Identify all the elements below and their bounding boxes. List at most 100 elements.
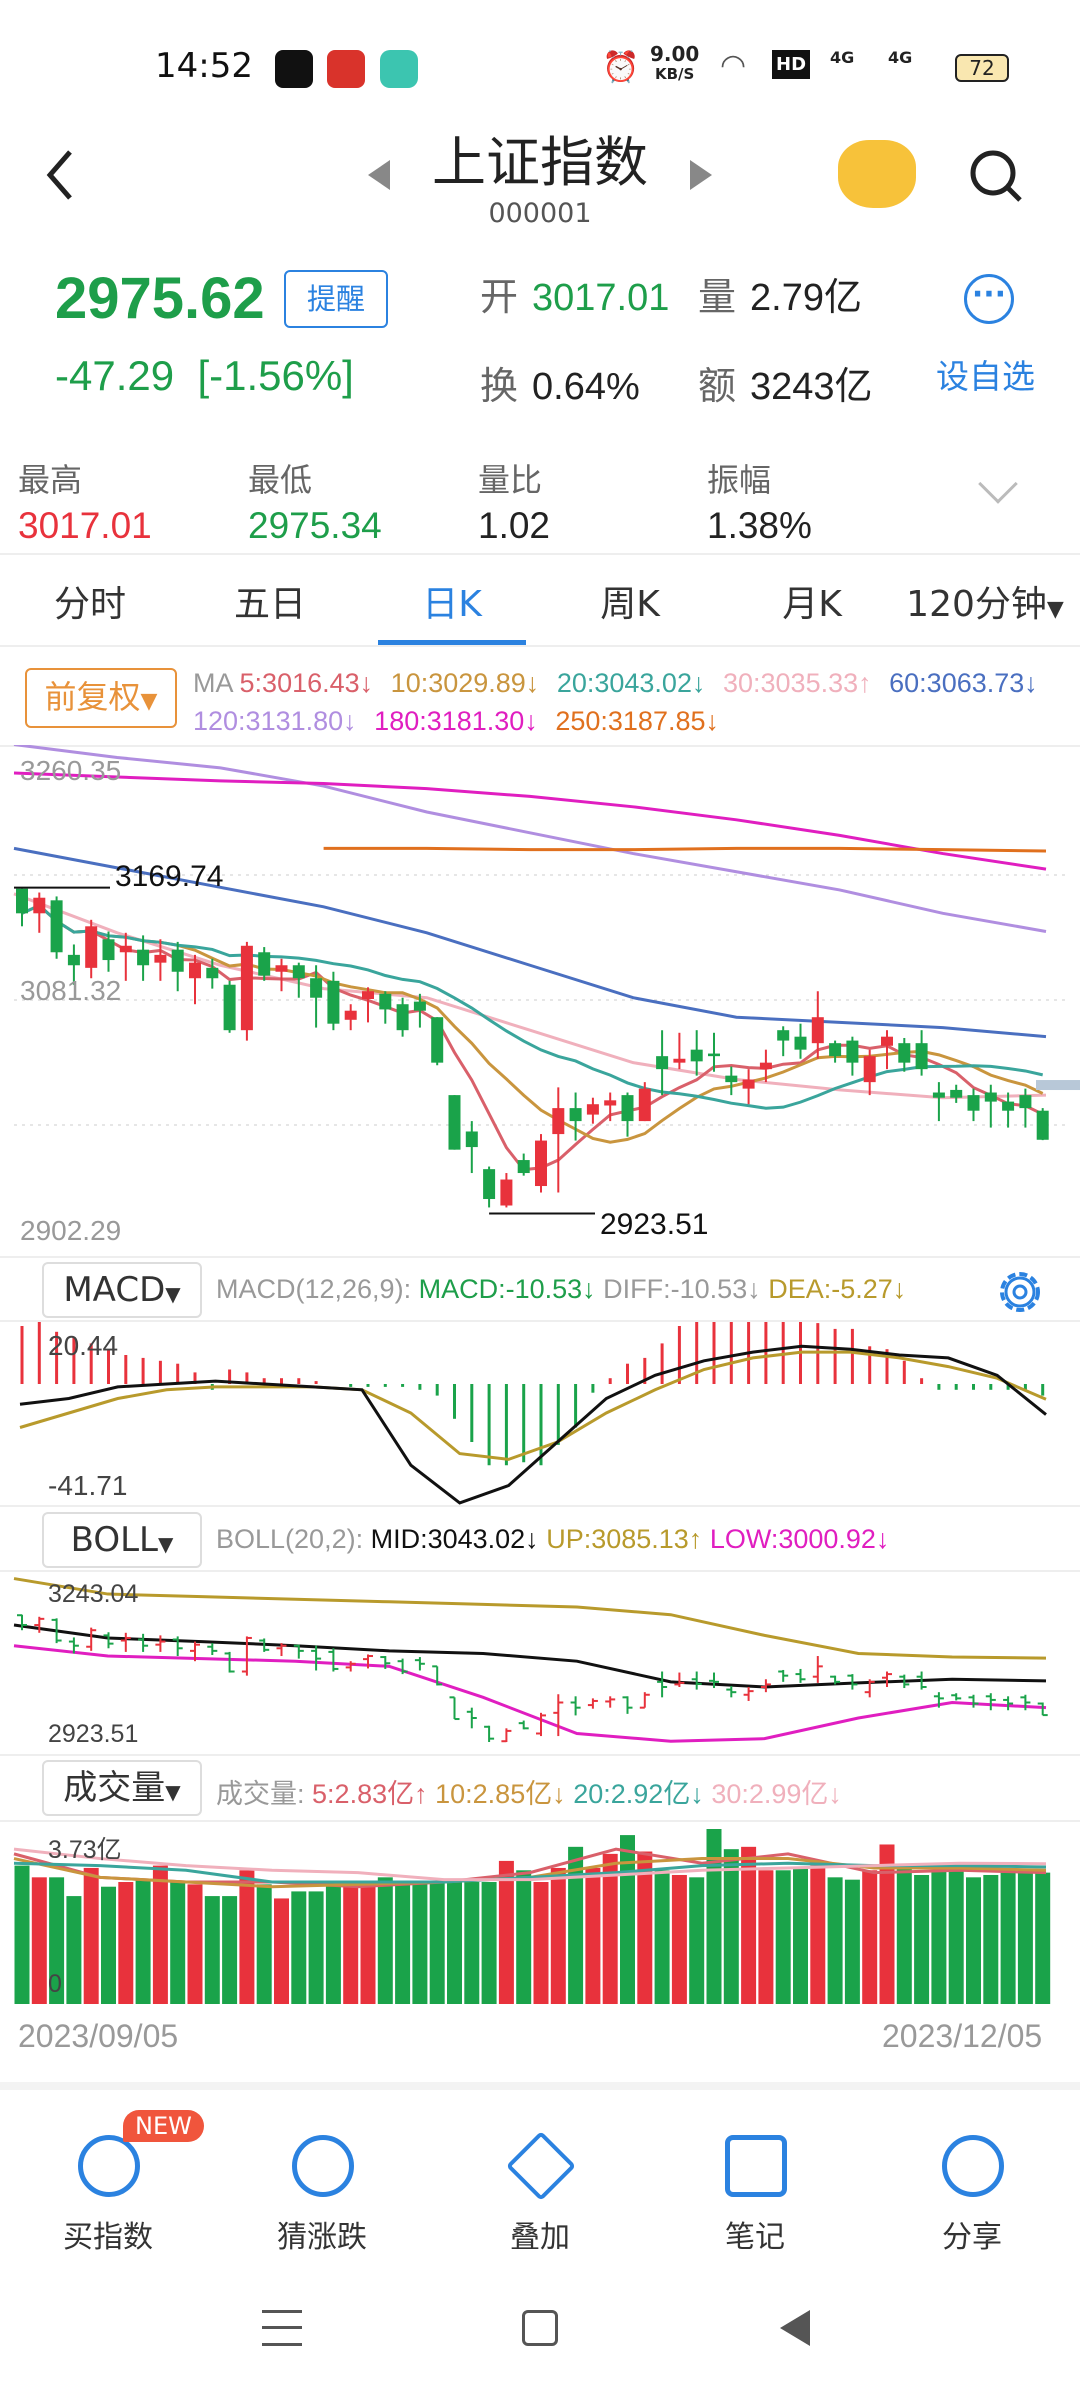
candle-body — [794, 1036, 807, 1050]
nav-item-label[interactable]: 猜涨跌 — [277, 2220, 367, 2255]
volume-chart[interactable] — [0, 1822, 1080, 2007]
tab-4[interactable]: 月K — [737, 575, 887, 627]
volume-indicator-label: 成交量 — [63, 1768, 166, 1808]
tab-2[interactable]: 日K — [377, 575, 527, 627]
volume-bar — [222, 1896, 238, 2004]
notes-icon[interactable] — [725, 2135, 787, 2197]
tab-3[interactable]: 周K — [555, 575, 705, 627]
candle-body — [829, 1043, 842, 1057]
macd-min-label: -41.71 — [48, 1470, 128, 1501]
amount-stat: 额 3243亿 — [698, 355, 873, 410]
nav-item-label[interactable]: 叠加 — [510, 2220, 570, 2255]
candle-body — [171, 949, 184, 972]
menu-nav-icon[interactable] — [262, 2310, 302, 2346]
prev-stock-button[interactable] — [368, 160, 390, 190]
volume-bar — [429, 1882, 445, 2004]
ma-line-ma250 — [323, 846, 1047, 853]
divider — [0, 1754, 1080, 1756]
volume-bar — [516, 1870, 532, 2004]
divider — [0, 745, 1080, 747]
indicator-settings-button[interactable] — [990, 1262, 1050, 1322]
volume-bar — [83, 1867, 99, 2004]
tab-1[interactable]: 五日 — [195, 575, 345, 627]
volume-bar — [620, 1835, 635, 2004]
volume-bar — [325, 1882, 341, 2004]
candle-body — [604, 1100, 617, 1106]
macd-chart[interactable] — [0, 1322, 1080, 1507]
nav-item-label[interactable]: 分享 — [942, 2220, 1002, 2255]
volume-bar — [1017, 1872, 1033, 2004]
guess-icon[interactable] — [292, 2135, 354, 2197]
back-nav-icon[interactable] — [780, 2310, 810, 2346]
speed-value: 9.00 — [650, 42, 700, 66]
nav-item-label[interactable]: 买指数 — [63, 2220, 153, 2255]
volume-bar — [447, 1882, 462, 2004]
volume-bar — [983, 1874, 999, 2004]
candle-body — [258, 952, 271, 976]
macd-params: MACD(12,26,9): — [216, 1274, 412, 1304]
stat-label: 最低 — [248, 461, 313, 499]
volume-bar — [637, 1851, 653, 2004]
volume-bar — [810, 1865, 826, 2004]
candle-body — [483, 1169, 496, 1200]
home-nav-icon[interactable] — [522, 2310, 558, 2346]
volume-bar — [360, 1882, 376, 2004]
candle-body — [950, 1089, 963, 1098]
turnover-label: 换 — [480, 366, 519, 408]
boll-chart[interactable] — [0, 1572, 1080, 1747]
share-icon[interactable] — [942, 2135, 1004, 2197]
candlestick-chart[interactable] — [0, 745, 1080, 1250]
mascot-icon[interactable] — [838, 140, 916, 208]
last-price-tag — [1036, 1080, 1080, 1091]
expand-chevron-icon[interactable] — [978, 464, 1018, 504]
vol-ma30: 30:2.99亿↓ — [711, 1779, 842, 1809]
tab-0[interactable]: 分时 — [15, 575, 165, 627]
add-watchlist-button[interactable]: 设自选 — [936, 357, 1035, 396]
candle-body — [327, 980, 340, 1024]
active-tab-indicator — [378, 640, 526, 645]
hd-icon: HD — [772, 50, 811, 79]
ma-line-ma180 — [13, 771, 1047, 871]
buy-index-icon[interactable] — [78, 2135, 140, 2197]
tab-label: 周K — [600, 584, 660, 625]
volume-select[interactable]: 成交量▼ — [42, 1760, 202, 1816]
wifi-icon: ◠ — [720, 48, 747, 83]
volume-bar — [775, 1870, 791, 2004]
volume-bar — [49, 1877, 65, 2004]
tab-5[interactable]: 120分钟▼ — [890, 575, 1080, 627]
adjust-label: 前复权 — [44, 678, 141, 716]
boll-up-line — [13, 1577, 1047, 1660]
overlay-icon[interactable] — [505, 2130, 577, 2202]
candle-body — [535, 1140, 547, 1187]
macd-legend: MACD(12,26,9): MACD:-10.53↓ DIFF:-10.53↓… — [216, 1274, 906, 1305]
adjust-select[interactable]: 前复权▼ — [25, 668, 177, 728]
open-value: 3017.01 — [532, 277, 670, 319]
candle-body — [708, 1053, 720, 1057]
dea-value: DEA:-5.27↓ — [768, 1274, 907, 1304]
divider — [0, 1505, 1080, 1507]
next-stock-button[interactable] — [690, 160, 712, 190]
dropdown-icon: ▼ — [1046, 597, 1064, 622]
axis-min-label: 2902.29 — [20, 1215, 122, 1246]
candle-body — [967, 1095, 980, 1111]
news-app-icon — [327, 50, 365, 88]
speed-unit: KB/S — [655, 65, 695, 83]
ma-line-ma20 — [21, 903, 1044, 1110]
gear-icon — [1000, 1272, 1040, 1312]
volume-bar — [948, 1867, 964, 2004]
remind-button[interactable]: 提醒 — [284, 270, 388, 328]
boll-select[interactable]: BOLL▼ — [42, 1512, 202, 1568]
search-button[interactable] — [968, 148, 1024, 204]
candle-body — [50, 900, 63, 953]
macd-select[interactable]: MACD▼ — [42, 1262, 202, 1318]
ma-line-ma60 — [13, 846, 1047, 1039]
volume-bar — [793, 1867, 808, 2004]
current-price: 2975.62 — [55, 266, 265, 331]
stat-label: 量比 — [478, 461, 543, 499]
change-value: -47.29 — [55, 352, 175, 399]
dea-line — [19, 1350, 1047, 1461]
candle-body — [552, 1108, 565, 1135]
more-icon[interactable]: ··· — [964, 274, 1014, 324]
back-button[interactable] — [40, 140, 84, 210]
nav-item-label[interactable]: 笔记 — [725, 2220, 785, 2255]
